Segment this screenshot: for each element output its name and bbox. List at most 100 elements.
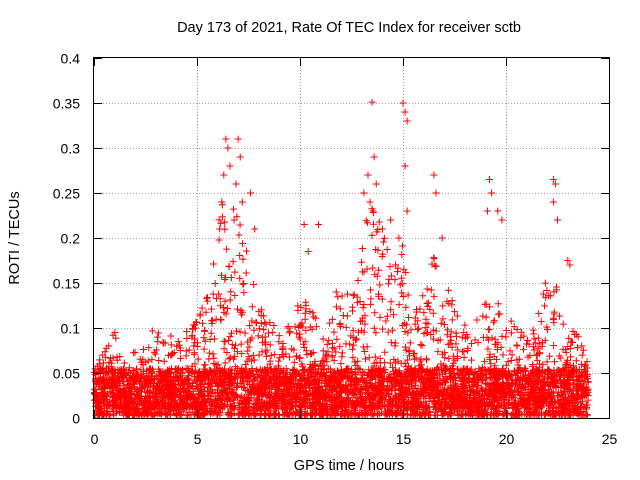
data-point xyxy=(448,343,456,351)
data-point xyxy=(275,332,283,340)
data-point xyxy=(498,332,506,340)
data-point xyxy=(424,302,432,310)
data-point xyxy=(319,335,327,343)
data-point xyxy=(214,361,222,369)
data-point xyxy=(458,333,466,341)
data-point xyxy=(406,339,414,347)
data-point xyxy=(167,341,175,349)
data-point xyxy=(507,329,515,337)
data-point xyxy=(294,306,302,314)
data-point xyxy=(362,217,370,225)
data-point xyxy=(389,311,397,319)
data-point xyxy=(209,350,217,358)
data-point xyxy=(173,342,181,350)
data-point xyxy=(160,357,168,365)
data-point xyxy=(399,292,407,300)
data-point xyxy=(336,343,344,351)
grid-lines xyxy=(94,58,609,418)
data-point xyxy=(228,341,236,349)
data-point xyxy=(284,324,292,332)
data-point xyxy=(206,335,214,343)
data-point xyxy=(290,366,298,374)
data-point xyxy=(226,296,234,304)
data-point xyxy=(428,260,436,268)
data-point xyxy=(221,359,229,367)
data-point xyxy=(233,305,241,313)
data-point xyxy=(296,354,304,362)
data-point xyxy=(185,346,193,354)
data-point xyxy=(217,219,225,227)
data-point xyxy=(490,318,498,326)
data-point xyxy=(513,326,521,334)
data-point xyxy=(306,307,314,315)
data-point xyxy=(275,338,283,346)
data-point xyxy=(402,303,410,311)
data-point xyxy=(196,368,204,376)
data-point xyxy=(537,318,545,326)
data-point xyxy=(183,328,191,336)
data-point xyxy=(231,352,239,360)
data-point xyxy=(451,356,459,364)
data-point xyxy=(266,341,274,349)
data-point xyxy=(391,387,399,395)
data-point xyxy=(226,333,234,341)
data-point xyxy=(404,356,412,364)
data-point xyxy=(241,329,249,337)
data-point xyxy=(481,395,489,403)
data-point xyxy=(248,303,256,311)
data-point xyxy=(520,345,528,353)
data-point xyxy=(549,388,557,396)
data-point xyxy=(550,358,558,366)
data-point xyxy=(358,245,366,253)
data-point xyxy=(398,289,406,297)
data-point xyxy=(223,245,231,253)
data-point xyxy=(544,367,552,375)
data-point xyxy=(377,392,385,400)
data-point xyxy=(266,360,274,368)
data-point xyxy=(444,385,452,393)
data-point xyxy=(220,345,228,353)
data-point xyxy=(240,383,248,391)
data-point xyxy=(490,353,498,361)
data-point xyxy=(330,357,338,365)
data-point xyxy=(439,315,447,323)
data-point xyxy=(529,343,537,351)
data-point xyxy=(302,298,310,306)
data-point xyxy=(499,351,507,359)
data-point xyxy=(481,357,489,365)
data-point xyxy=(183,335,191,343)
data-point xyxy=(290,346,298,354)
data-point xyxy=(398,251,406,259)
data-point xyxy=(236,221,244,229)
data-point xyxy=(337,360,345,368)
data-point xyxy=(270,322,278,330)
data-point xyxy=(267,375,275,383)
data-point xyxy=(148,327,156,335)
data-point xyxy=(359,343,367,351)
data-point xyxy=(322,382,330,390)
data-point xyxy=(387,338,395,346)
data-point xyxy=(541,302,549,310)
data-point xyxy=(342,406,350,414)
data-point xyxy=(412,305,420,313)
data-point xyxy=(383,312,391,320)
data-point xyxy=(148,356,156,364)
data-point xyxy=(167,332,175,340)
data-point xyxy=(269,328,277,336)
data-point xyxy=(382,317,390,325)
data-point xyxy=(468,340,476,348)
data-point xyxy=(354,276,362,284)
data-point xyxy=(271,350,279,358)
data-point xyxy=(545,385,553,393)
data-point xyxy=(350,291,358,299)
data-point xyxy=(431,262,439,270)
data-point xyxy=(349,292,357,300)
data-point xyxy=(368,231,376,239)
data-point xyxy=(491,335,499,343)
data-point xyxy=(469,374,477,382)
data-point xyxy=(448,316,456,324)
data-point xyxy=(370,324,378,332)
data-point xyxy=(536,349,544,357)
data-point xyxy=(278,351,286,359)
